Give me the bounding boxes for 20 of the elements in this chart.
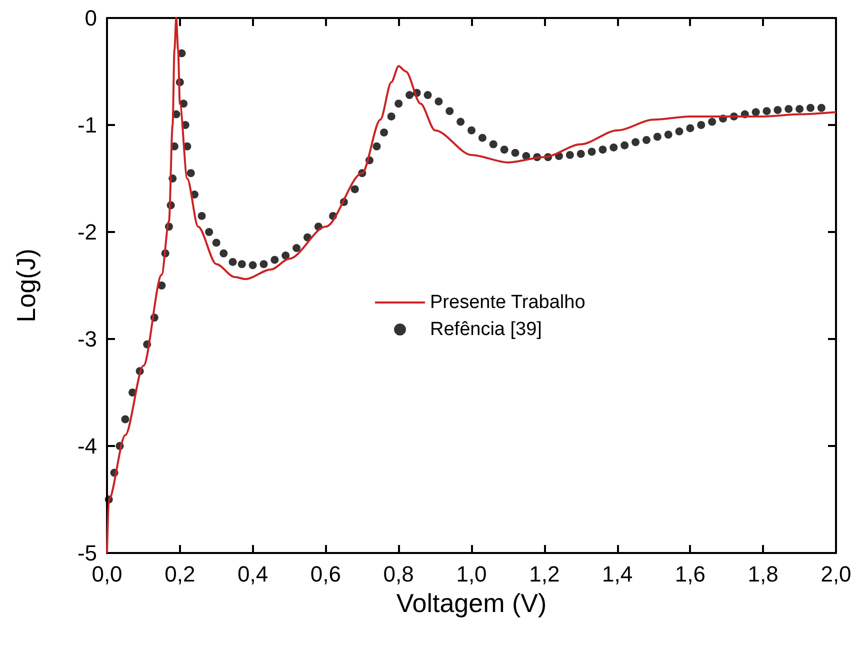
x-tick-label: 1,4 [602,562,633,586]
x-tick-label: 0,8 [383,562,414,586]
x-tick-label: 1,2 [529,562,560,586]
y-tick-label: -4 [77,434,97,458]
y-axis-title: Log(J) [11,248,41,322]
y-tick-label: -2 [77,220,97,244]
line-series [106,17,837,554]
x-tick-label: 0,2 [164,562,196,586]
y-tick-label: -3 [77,326,97,352]
x-tick-label: 0,6 [310,562,341,586]
y-tick-label: -1 [77,112,97,138]
legend-label: Presente Trabalho [430,292,586,313]
x-tick-label: 1,6 [674,562,706,586]
legend-label: Refência [39] [430,319,542,340]
y-tick-label: 0 [84,6,97,30]
x-tick-label: 1,8 [748,562,778,586]
x-tick-label: 1,0 [456,562,487,586]
x-tick-label: 0,4 [238,562,268,586]
x-axis-title: Voltagem (V) [396,588,547,618]
x-tick-label: 2,0 [820,562,852,586]
